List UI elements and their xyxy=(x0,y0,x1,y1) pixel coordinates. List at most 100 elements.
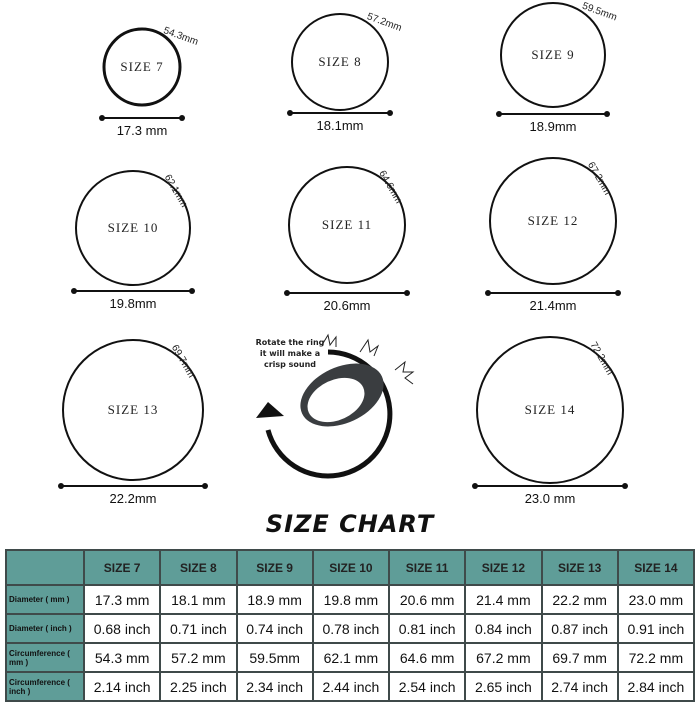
diameter-endpoint xyxy=(287,110,293,116)
table-cell: 2.65 inch xyxy=(464,671,543,702)
diameter-endpoint xyxy=(387,110,393,116)
ring-size-7: SIZE 7 54.3mm 17.3 mm xyxy=(99,25,200,138)
size-label: SIZE 12 xyxy=(528,213,579,228)
size-label: SIZE 8 xyxy=(318,54,361,69)
diameter-endpoint xyxy=(622,483,628,489)
diameter-label: 19.8mm xyxy=(110,296,157,311)
table-cell: 54.3 mm xyxy=(82,642,162,673)
diameter-endpoint xyxy=(99,115,105,121)
diameter-endpoint xyxy=(284,290,290,296)
rotate-note: crisp sound xyxy=(264,360,316,369)
ring-circle xyxy=(75,170,191,286)
table-cell: 72.2 mm xyxy=(616,642,696,673)
table-cell: 21.4 mm xyxy=(464,584,543,615)
column-header xyxy=(5,549,85,586)
diameter-endpoint xyxy=(615,290,621,296)
size-table: SIZE 7 SIZE 8 SIZE 9 SIZE 10 SIZE 11 SIZE 12 S… xyxy=(5,549,696,702)
ring-hole xyxy=(307,377,365,423)
table-cell: 22.2 mm xyxy=(540,584,619,615)
diameter-label: 20.6mm xyxy=(324,298,371,313)
table-cell: 2.25 inch xyxy=(159,671,238,702)
table-header-row: SIZE 7 SIZE 8 SIZE 9 SIZE 10 SIZE 11 SIZE 12 S… xyxy=(5,549,696,586)
ring-circle xyxy=(288,166,406,284)
ring-circle xyxy=(500,2,606,108)
ring-size-13: SIZE 13 69.7mm 22.2mm xyxy=(58,339,208,506)
column-header: SIZE 13 xyxy=(540,549,619,586)
ring-circle xyxy=(489,157,617,285)
ring-size-14: SIZE 14 72.2mm 23.0 mm xyxy=(472,336,628,506)
table-cell: 62.1 mm xyxy=(311,642,391,673)
ring-circle xyxy=(102,27,182,107)
diameter-endpoint xyxy=(189,288,195,294)
diameter-endpoint xyxy=(404,290,410,296)
column-header: SIZE 12 xyxy=(464,549,543,586)
table-cell: 2.74 inch xyxy=(540,671,619,702)
ring-size-12: SIZE 12 67.2mm 21.4mm xyxy=(485,157,621,313)
size-label: SIZE 9 xyxy=(531,47,574,62)
diameter-endpoint xyxy=(604,111,610,117)
circumference-label: 57.2mm xyxy=(365,11,403,34)
ring-circle xyxy=(62,339,204,481)
row-label: Diameter ( mm ) xyxy=(5,584,85,615)
table-cell: 2.34 inch xyxy=(235,671,314,702)
circumference-label: 69.7mm xyxy=(169,343,197,380)
diameter-endpoint xyxy=(496,111,502,117)
diameter-endpoint xyxy=(179,115,185,121)
rotate-note: it will make a xyxy=(260,349,320,358)
ring-size-8: SIZE 8 57.2mm 18.1mm xyxy=(287,11,403,133)
size-label: SIZE 10 xyxy=(108,220,159,235)
circumference-label: 64.6mm xyxy=(376,169,404,206)
table-cell: 57.2 mm xyxy=(159,642,238,673)
size-label: SIZE 11 xyxy=(322,217,372,232)
table-cell: 64.6 mm xyxy=(387,642,467,673)
table-row: Diameter ( inch ) 0.68 inch 0.71 inch 0.74 … xyxy=(5,613,696,644)
table-cell: 0.71 inch xyxy=(159,613,238,644)
diameter-label: 18.9mm xyxy=(530,119,577,134)
column-header: SIZE 10 xyxy=(311,549,391,586)
spinner-ring-illustration: Rotate the ring it will make a crisp sound xyxy=(256,333,415,479)
row-label: Diameter ( inch ) xyxy=(5,613,85,644)
table-row: Circumference ( mm ) 54.3 mm 57.2 mm 59.5mm… xyxy=(5,642,696,673)
diameter-endpoint xyxy=(202,483,208,489)
table-cell: 0.78 inch xyxy=(311,613,391,644)
circumference-label: 62.1mm xyxy=(162,173,190,210)
table-cell: 0.81 inch xyxy=(387,613,467,644)
column-header: SIZE 11 xyxy=(387,549,467,586)
table-cell: 18.9 mm xyxy=(235,584,314,615)
table-cell: 19.8 mm xyxy=(311,584,391,615)
table-cell: 18.1 mm xyxy=(159,584,238,615)
diameter-label: 17.3 mm xyxy=(117,123,168,138)
table-cell: 2.14 inch xyxy=(82,671,162,702)
column-header: SIZE 8 xyxy=(159,549,238,586)
table-row: Diameter ( mm ) 17.3 mm 18.1 mm 18.9 mm 19.8… xyxy=(5,584,696,615)
table-cell: 2.84 inch xyxy=(616,671,696,702)
table-cell: 17.3 mm xyxy=(82,584,162,615)
ring-circle xyxy=(476,336,624,484)
column-header: SIZE 9 xyxy=(235,549,314,586)
circumference-label: 54.3mm xyxy=(162,25,200,48)
table-cell: 2.44 inch xyxy=(311,671,391,702)
column-header: SIZE 7 xyxy=(82,549,162,586)
rotate-note: Rotate the ring xyxy=(256,338,325,347)
size-label: SIZE 14 xyxy=(525,402,576,417)
diameter-endpoint xyxy=(58,483,64,489)
diameter-endpoint xyxy=(472,483,478,489)
table-cell: 23.0 mm xyxy=(616,584,696,615)
diameter-endpoint xyxy=(71,288,77,294)
table-cell: 0.91 inch xyxy=(616,613,696,644)
table-cell: 0.74 inch xyxy=(235,613,314,644)
ring-size-11: SIZE 11 64.6mm 20.6mm xyxy=(284,166,410,313)
circumference-label: 59.5mm xyxy=(581,1,619,24)
row-label: Circumference ( mm ) xyxy=(5,642,85,673)
ring-size-9: SIZE 9 59.5mm 18.9mm xyxy=(496,1,618,134)
table-cell: 0.84 inch xyxy=(464,613,543,644)
diameter-label: 21.4mm xyxy=(530,298,577,313)
arrowhead-icon xyxy=(256,402,284,418)
table-cell: 69.7 mm xyxy=(540,642,619,673)
diameter-label: 22.2mm xyxy=(110,491,157,506)
row-label: Circumference ( inch ) xyxy=(5,671,85,702)
circumference-label: 72.2mm xyxy=(588,340,616,377)
diameter-endpoint xyxy=(485,290,491,296)
circumference-label: 67.2mm xyxy=(585,160,613,197)
